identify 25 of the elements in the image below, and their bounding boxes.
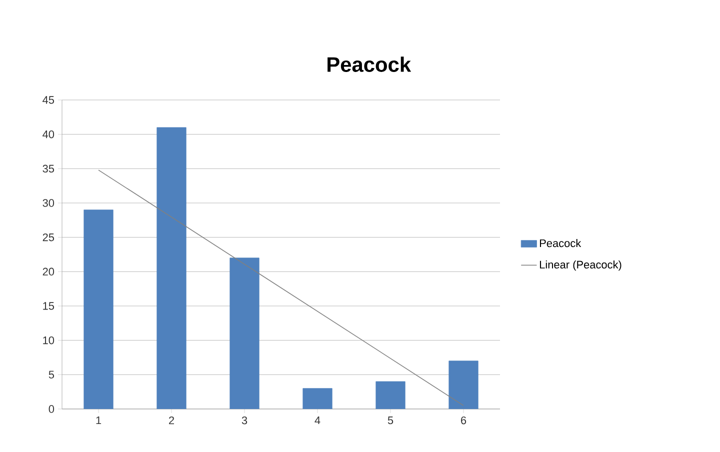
y-tick-label: 25 (42, 233, 54, 242)
x-tick-label: 1 (96, 416, 102, 424)
chart-title: Peacock (328, 56, 412, 72)
y-tick-label: 15 (43, 302, 54, 310)
x-tick-label: 4 (314, 416, 320, 424)
x-tick-label: 2 (169, 416, 174, 424)
legend-label: Peacock (540, 239, 582, 248)
bar (376, 381, 406, 409)
bar (84, 210, 114, 409)
y-tick-label: 40 (42, 130, 54, 138)
x-tick-label: 6 (461, 416, 466, 424)
bar (448, 360, 478, 409)
bar (156, 127, 186, 409)
y-tick-label: 0 (48, 405, 54, 413)
y-tick-label: 45 (42, 96, 54, 104)
legend-label: Linear (Peacock) (540, 260, 622, 271)
y-tick-label: 20 (42, 268, 54, 276)
x-tick-label: 5 (388, 416, 394, 424)
x-tick-label: 3 (242, 416, 248, 424)
y-tick-label: 10 (43, 336, 54, 344)
y-tick-label: 5 (48, 370, 54, 378)
y-tick-label: 35 (42, 164, 54, 173)
y-tick-label: 30 (42, 199, 54, 207)
bar (302, 388, 332, 409)
bar (230, 258, 260, 409)
